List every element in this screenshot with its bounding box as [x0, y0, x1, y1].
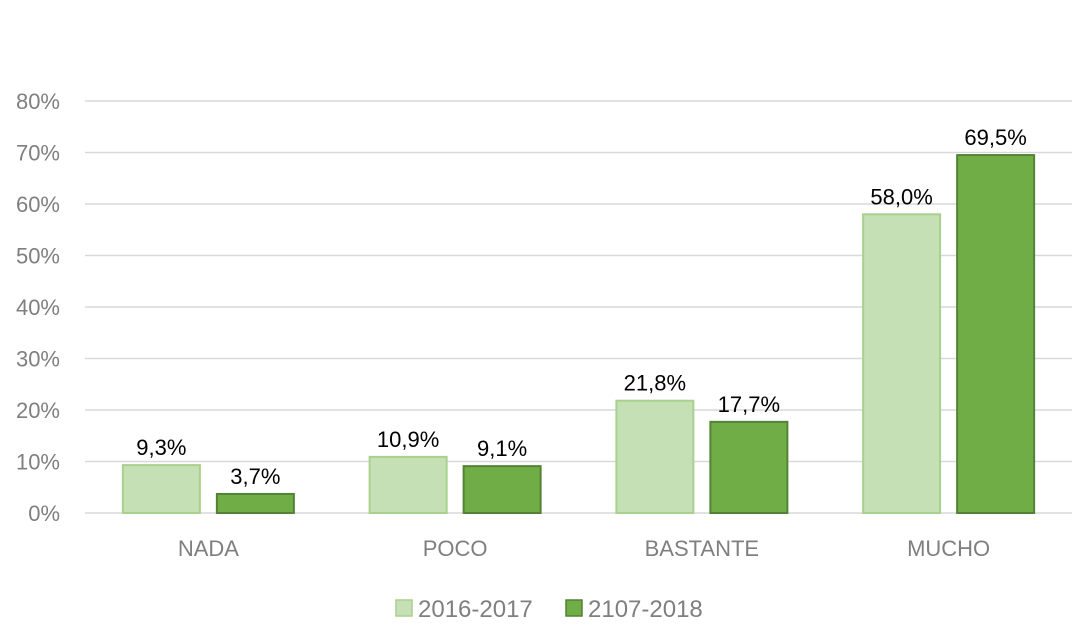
- x-tick-label: POCO: [423, 536, 488, 561]
- x-tick-label: NADA: [178, 536, 239, 561]
- x-tick-label: MUCHO: [907, 536, 990, 561]
- y-tick-label: 70%: [16, 141, 60, 166]
- y-tick-label: 20%: [16, 398, 60, 423]
- legend-label: 2016-2017: [418, 596, 533, 623]
- bar-2016-2017: [121, 464, 201, 515]
- y-tick-label: 80%: [16, 89, 60, 114]
- bar-2016-2017: [862, 213, 942, 515]
- y-tick-label: 40%: [16, 295, 60, 320]
- y-tick-label: 10%: [16, 450, 60, 475]
- y-tick-label: 30%: [16, 347, 60, 372]
- y-tick-label: 0%: [28, 501, 60, 526]
- bar-2107-2018: [956, 154, 1036, 514]
- data-label: 69,5%: [964, 125, 1026, 150]
- data-label: 58,0%: [870, 184, 932, 209]
- y-tick-label: 50%: [16, 244, 60, 269]
- legend-swatch: [565, 599, 583, 617]
- y-tick-label: 60%: [16, 192, 60, 217]
- data-label: 17,7%: [718, 392, 780, 417]
- bar-2016-2017: [368, 455, 448, 514]
- x-tick-label: BASTANTE: [645, 536, 760, 561]
- legend-swatch: [395, 599, 413, 617]
- data-label: 3,7%: [230, 464, 280, 489]
- data-label: 21,8%: [624, 371, 686, 396]
- data-label: 9,3%: [136, 435, 186, 460]
- bar-2016-2017: [615, 399, 695, 515]
- legend-label: 2107-2018: [588, 596, 703, 623]
- bar-2107-2018: [215, 492, 295, 515]
- data-label: 9,1%: [477, 436, 527, 461]
- bar-2107-2018: [462, 465, 542, 515]
- bar-2107-2018: [709, 420, 789, 514]
- data-label: 10,9%: [377, 427, 439, 452]
